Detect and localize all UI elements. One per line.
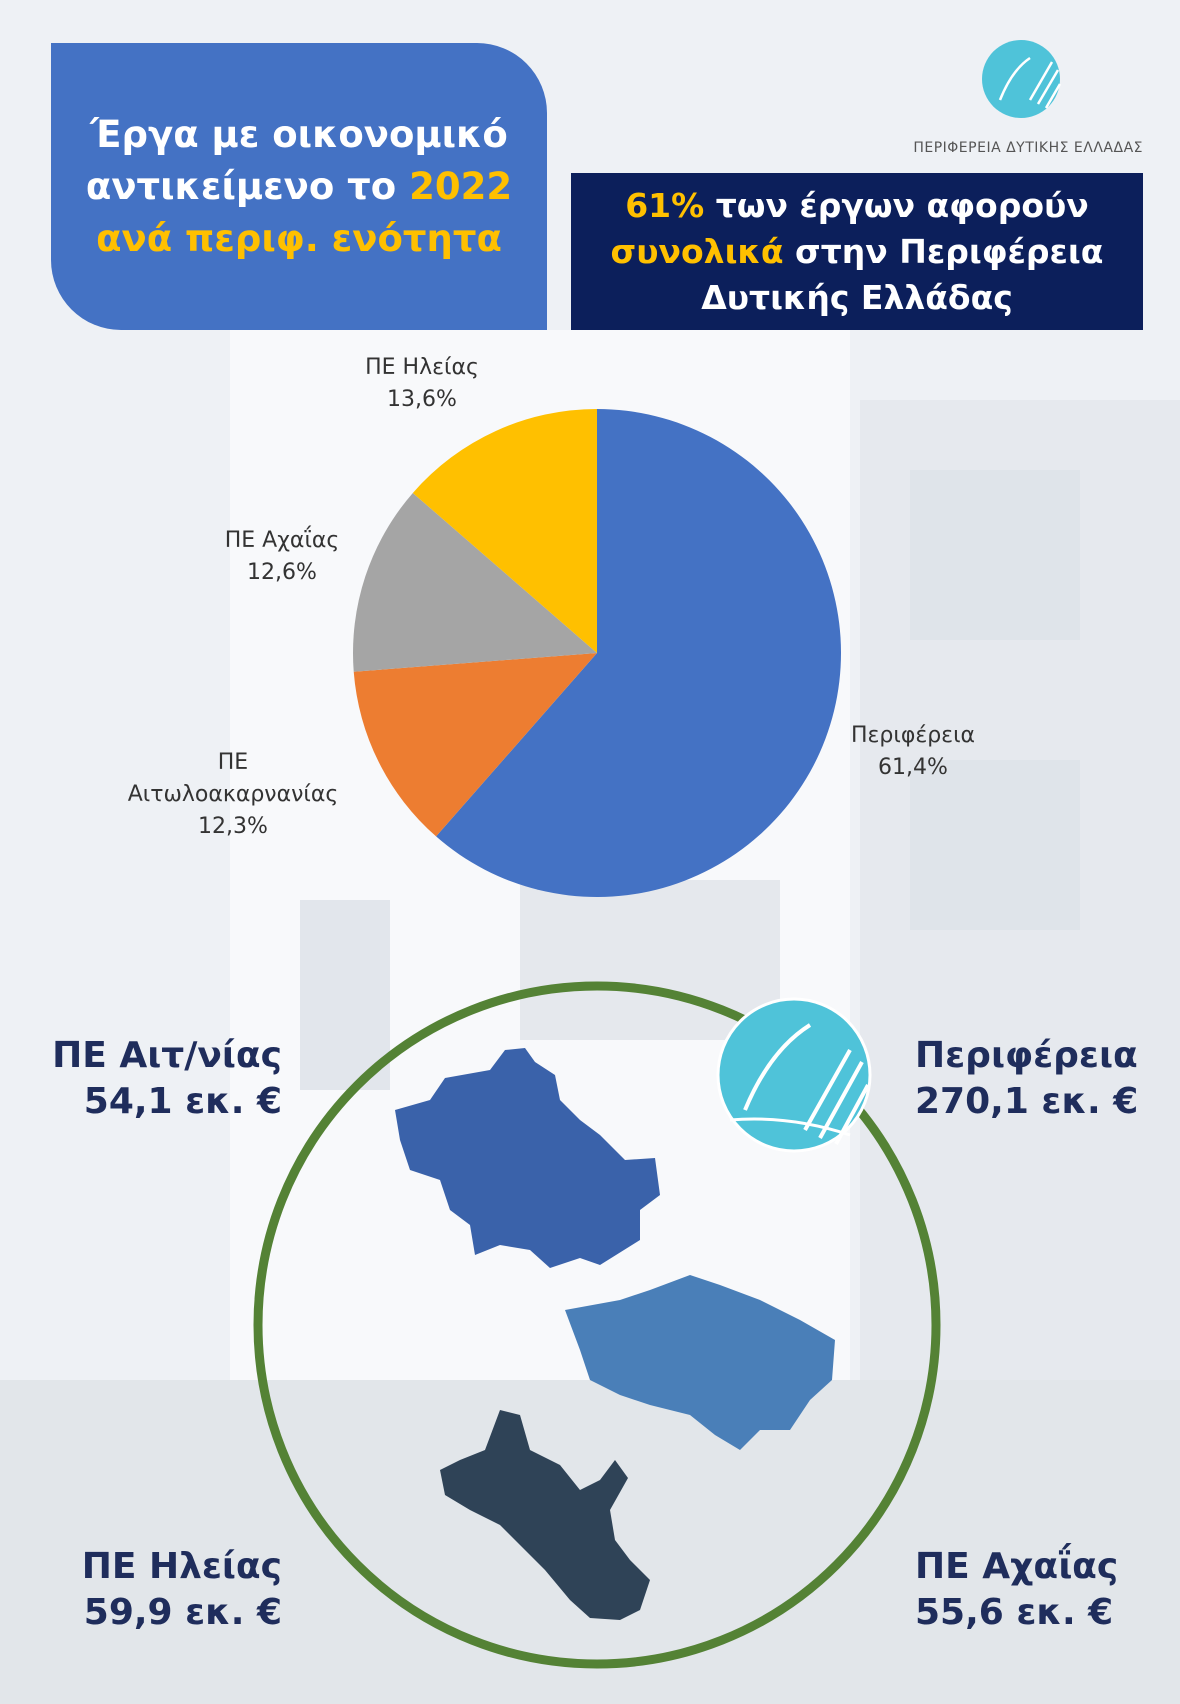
title-box: Έργα με οικονομικό αντικείμενο το 2022 α… (51, 43, 547, 330)
slice-label: ΠΕ Αιτωλοακαρνανίας (128, 750, 339, 807)
slice-label: Περιφέρεια (851, 723, 975, 748)
map-achaia (565, 1275, 835, 1450)
title-line: Έργα με οικονομικό (90, 112, 508, 156)
pie-slice (353, 653, 597, 837)
region-ring (253, 981, 941, 1669)
note-share: 61% (625, 185, 705, 225)
note-line: συνολικά στην Περιφέρεια (571, 229, 1143, 275)
amount-value: 270,1 εκ. € (915, 1081, 1139, 1122)
slice-value-label: 12,6% (247, 560, 317, 585)
slice-value-label: 61,4% (878, 755, 948, 780)
amount: ΠΕ Αχαΐας 55,6 εκ. € (915, 1544, 1165, 1636)
amount: ΠΕ Αιτ/νίας 54,1 εκ. € (40, 1033, 282, 1125)
title-line: αντικείμενο το 2022 (86, 161, 512, 213)
note-highlight: συνολικά (610, 231, 784, 271)
slice-label: ΠΕ Ηλείας (365, 355, 479, 380)
amount: ΠΕ Ηλείας 59,9 εκ. € (40, 1544, 282, 1636)
logo (982, 40, 1062, 118)
pie: Περιφέρεια 61,4% ΠΕ Αιτωλοακαρνανίας 12,3% ΠΕ… (128, 355, 975, 897)
amount: Περιφέρεια 270,1 εκ. € (915, 1033, 1165, 1125)
slice-value-label: 13,6% (387, 387, 457, 412)
amount-value: 55,6 εκ. € (915, 1592, 1114, 1633)
pie-slice (412, 409, 597, 653)
slice-label: ΠΕ Αχαΐας (225, 526, 340, 553)
title-text: αντικείμενο το (85, 164, 397, 208)
pie-slice (436, 409, 841, 897)
title-year: 2022 (409, 164, 513, 208)
logo-text: ΠΕΡΙΦΕΡΕΙΑ ΔΥΤΙΚΗΣ ΕΛΛΑΔΑΣ (913, 140, 1143, 156)
amount-name: Περιφέρεια (915, 1035, 1138, 1076)
note-box: 61% των έργων αφορούν συνολικά στην Περι… (571, 173, 1143, 330)
note-line: 61% των έργων αφορούν (571, 183, 1143, 229)
amount-name: ΠΕ Ηλείας (81, 1546, 282, 1587)
amount-value: 59,9 εκ. € (83, 1592, 282, 1633)
logo-large (716, 997, 872, 1153)
pie-slice (353, 492, 597, 672)
note-text: στην Περιφέρεια (795, 231, 1104, 271)
map-aitoloakarnania (395, 1048, 660, 1268)
amount-value: 54,1 εκ. € (83, 1081, 282, 1122)
slice-value-label: 12,3% (198, 814, 268, 839)
title-line: ανά περιφ. ενότητα (96, 216, 502, 260)
amount-name: ΠΕ Αχαΐας (915, 1546, 1119, 1587)
map-ileia (440, 1410, 650, 1620)
amount-name: ΠΕ Αιτ/νίας (52, 1035, 282, 1076)
note-line: Δυτικής Ελλάδας (701, 277, 1013, 317)
note-text: των έργων αφορούν (715, 185, 1089, 225)
